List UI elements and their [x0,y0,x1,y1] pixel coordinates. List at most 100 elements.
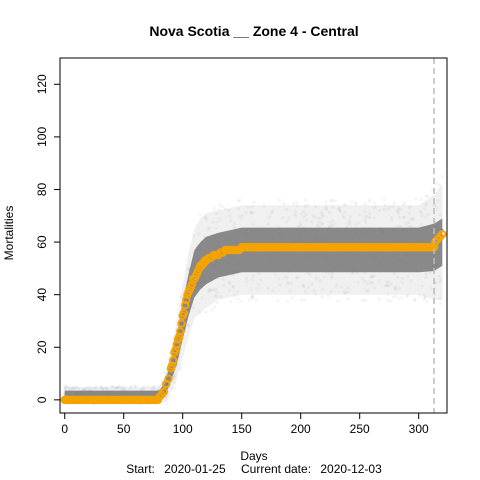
simulation-point [330,274,334,278]
simulation-point [347,219,351,223]
simulation-point [85,392,89,396]
simulation-point [411,218,415,222]
simulation-point [271,209,275,213]
simulation-point [246,206,250,210]
simulation-point [371,253,375,258]
simulation-point [374,250,379,255]
simulation-point [400,259,404,263]
simulation-point [198,310,202,314]
simulation-point [173,372,177,376]
simulation-point [303,205,307,209]
simulation-point [278,283,282,287]
simulation-point [179,295,183,299]
simulation-point [294,214,298,218]
observed-point [179,308,189,318]
simulation-point [357,213,362,217]
simulation-point [101,387,105,391]
simulation-point [301,210,306,214]
simulation-point [286,231,290,235]
y-axis-label: Mortalities [2,206,16,261]
simulation-point [362,233,366,237]
simulation-point [350,257,354,261]
simulation-point [402,202,406,206]
simulation-point [231,284,235,288]
simulation-point [244,211,248,215]
simulation-point [369,280,373,284]
simulation-point [304,227,309,231]
simulation-point [280,259,284,263]
simulation-point [430,267,434,271]
simulation-point [209,238,213,242]
simulation-point [331,219,335,223]
simulation-point [187,323,191,327]
simulation-point [229,219,233,223]
simulation-point [406,253,410,257]
simulation-point [204,273,208,277]
simulation-point [409,279,413,283]
simulation-point [128,386,132,390]
simulation-point [300,235,304,239]
simulation-point [268,260,272,264]
simulation-point [63,392,68,396]
simulation-point [204,310,208,314]
simulation-point [219,272,223,276]
simulation-point [407,225,411,229]
observed-point [175,332,184,341]
simulation-point [429,254,433,258]
simulation-point [328,220,332,224]
simulation-point [80,390,84,395]
simulation-point [394,294,398,298]
simulation-point [277,277,281,281]
observed-points [60,230,447,405]
simulation-point [388,232,393,236]
simulation-point [250,295,254,300]
simulation-point [71,385,75,389]
simulation-point [435,206,439,210]
simulation-point [276,299,280,303]
simulation-point [165,398,169,402]
simulation-point [177,354,181,358]
simulation-point [353,230,358,234]
simulation-point [412,259,416,263]
simulation-point [99,385,103,390]
simulation-point [168,394,172,398]
simulation-point [384,284,388,288]
simulation-point [312,255,316,259]
simulation-point [385,257,389,261]
simulation-point [249,210,253,214]
simulation-point [433,265,437,269]
simulation-point [210,272,214,276]
simulation-point [353,267,357,271]
simulation-point [351,270,355,274]
simulation-point [406,274,410,278]
simulation-point [360,263,364,267]
simulation-point [330,276,334,280]
simulation-point [202,280,206,284]
simulation-point [213,294,217,298]
simulation-point [346,297,350,301]
simulation-point [354,202,358,206]
simulation-point [371,251,375,255]
simulation-point [371,274,375,279]
simulation-point [249,211,254,215]
simulation-point [379,265,383,269]
simulation-point [389,283,393,287]
simulation-point [409,224,413,228]
simulation-point [204,236,208,240]
simulation-point [313,237,317,241]
simulation-point [345,225,349,230]
simulation-point [295,275,299,279]
simulation-point [284,261,288,265]
simulation-point [420,284,424,288]
simulation-point [307,232,311,237]
simulation-point [347,230,351,234]
simulation-point [250,235,254,239]
simulation-point [422,229,426,233]
simulation-point [157,386,161,390]
simulation-point [66,386,70,390]
simulation-point [378,228,382,232]
y-tick-label: 40 [35,288,49,302]
simulation-point [336,207,340,211]
simulation-point [203,215,207,219]
simulation-point [427,253,431,257]
